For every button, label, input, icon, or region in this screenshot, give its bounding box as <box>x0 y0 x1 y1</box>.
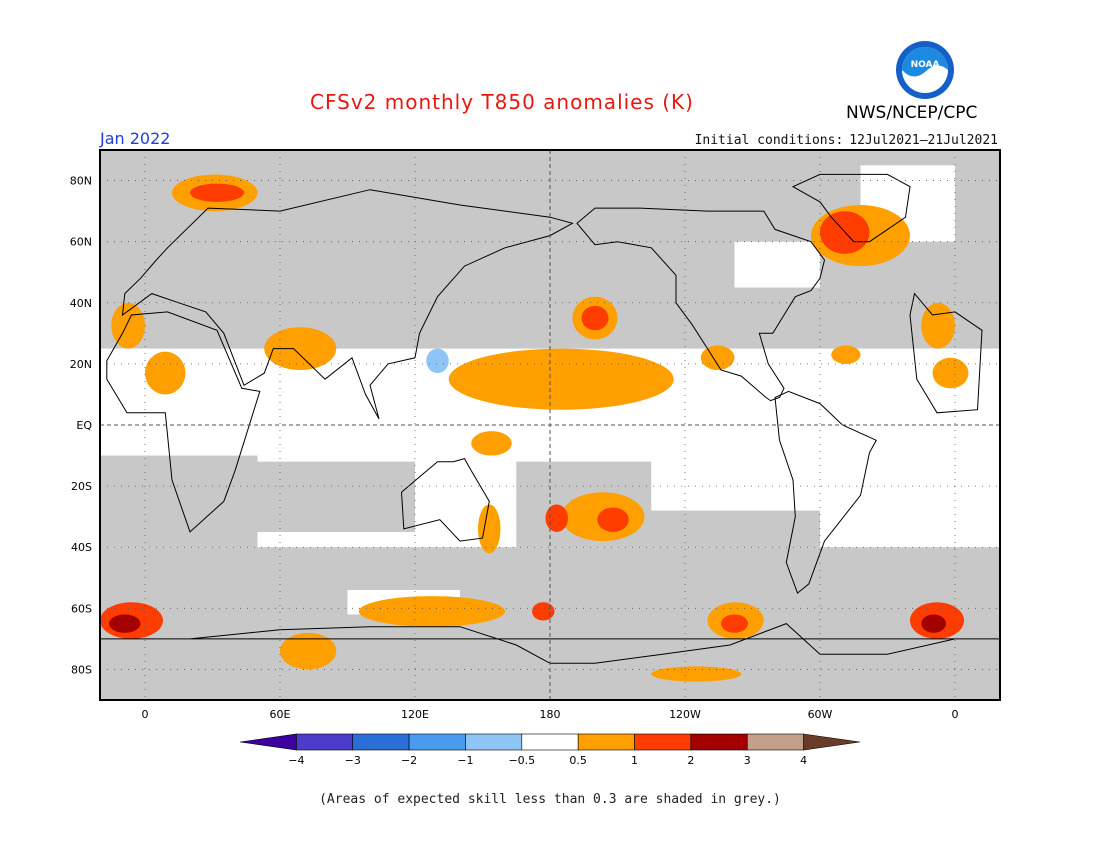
positive-anomaly-region <box>264 327 337 370</box>
colorbar-swatch <box>465 733 523 751</box>
longitude-label: 0 <box>952 708 959 721</box>
colorbar-tick-label: 2 <box>687 754 694 767</box>
colorbar-swatch <box>634 733 692 751</box>
positive-anomaly-region <box>471 431 512 456</box>
colorbar-swatch <box>577 733 635 751</box>
positive-anomaly-region <box>921 614 946 633</box>
agency-label: NWS/NCEP/CPC <box>846 103 978 123</box>
colorbar-tick-label: 4 <box>800 754 807 767</box>
latitude-label: 40S <box>71 541 92 554</box>
colorbar-arrow-low <box>239 733 297 751</box>
positive-anomaly-region <box>145 351 186 395</box>
positive-anomaly-region <box>448 348 674 410</box>
positive-anomaly-region <box>932 357 969 389</box>
latitude-label: 40N <box>70 297 92 310</box>
positive-anomaly-region <box>921 302 955 349</box>
low-skill-region <box>235 461 415 532</box>
latitude-label: 60S <box>71 602 92 615</box>
coastline <box>909 292 983 414</box>
positive-anomaly-region <box>478 504 501 554</box>
latitude-label: 80N <box>70 175 92 188</box>
colorbar-swatch <box>296 733 354 751</box>
positive-anomaly-region <box>358 596 505 627</box>
longitude-label: 60W <box>808 708 833 721</box>
latitude-label: 20N <box>70 358 92 371</box>
longitude-label: 60E <box>270 708 291 721</box>
coastline <box>791 173 911 243</box>
forecast-month: Jan 2022 <box>100 129 171 148</box>
noaa-logo: NOAA <box>895 40 955 100</box>
coastline <box>106 311 261 533</box>
svg-text:NOAA: NOAA <box>911 60 940 70</box>
positive-anomaly-region <box>700 345 735 370</box>
positive-anomaly-region <box>190 183 244 202</box>
positive-anomaly-region <box>581 305 609 331</box>
coastline <box>576 207 826 402</box>
positive-anomaly-region <box>651 666 742 682</box>
skill-footnote: (Areas of expected skill less than 0.3 a… <box>319 792 781 807</box>
positive-anomaly-region <box>545 504 568 532</box>
initial-conditions-value: 12Jul2021–21Jul2021 <box>849 133 998 148</box>
longitude-label: 120W <box>669 708 701 721</box>
colorbar-tick-label: −3 <box>345 754 361 767</box>
longitude-label: 120E <box>401 708 429 721</box>
negative-anomaly-region <box>426 348 449 374</box>
colorbar-tick-label: −2 <box>401 754 417 767</box>
no-anomaly-region <box>651 455 820 511</box>
latitude-label: 60N <box>70 236 92 249</box>
colorbar-swatch <box>521 733 579 751</box>
longitude-label: 180 <box>540 708 561 721</box>
positive-anomaly-region <box>721 614 748 633</box>
coastline <box>400 458 490 542</box>
colorbar-tick-label: −1 <box>457 754 473 767</box>
latitude-label: 80S <box>71 663 92 676</box>
colorbar-tick-label: −0.5 <box>508 754 535 767</box>
latitude-label: 20S <box>71 480 92 493</box>
colorbar-swatch <box>746 733 804 751</box>
coastline <box>121 189 574 420</box>
colorbar-swatch <box>352 733 410 751</box>
coastline <box>774 390 878 594</box>
positive-anomaly-region <box>280 632 337 670</box>
chart-title: CFSv2 monthly T850 anomalies (K) <box>310 90 694 114</box>
colorbar-swatch <box>408 733 466 751</box>
colorbar-tick-label: 3 <box>744 754 751 767</box>
colorbar-tick-label: −4 <box>288 754 304 767</box>
positive-anomaly-region <box>532 602 555 621</box>
colorbar-tick-label: 0.5 <box>569 754 587 767</box>
positive-anomaly-region <box>831 345 861 364</box>
colorbar-swatch <box>690 733 748 751</box>
latitude-label: EQ <box>76 419 92 432</box>
initial-conditions: Initial conditions: 12Jul2021–21Jul2021 <box>695 133 998 148</box>
coastline <box>100 623 1000 664</box>
map-frame <box>99 149 1001 701</box>
positive-anomaly-region <box>597 507 629 532</box>
no-anomaly-region <box>734 241 820 288</box>
positive-anomaly-region <box>109 614 141 633</box>
initial-conditions-label: Initial conditions: <box>694 133 844 148</box>
longitude-label: 0 <box>142 708 149 721</box>
colorbar-tick-label: 1 <box>631 754 638 767</box>
colorbar-arrow-high <box>803 733 861 751</box>
positive-anomaly-region <box>111 302 145 349</box>
